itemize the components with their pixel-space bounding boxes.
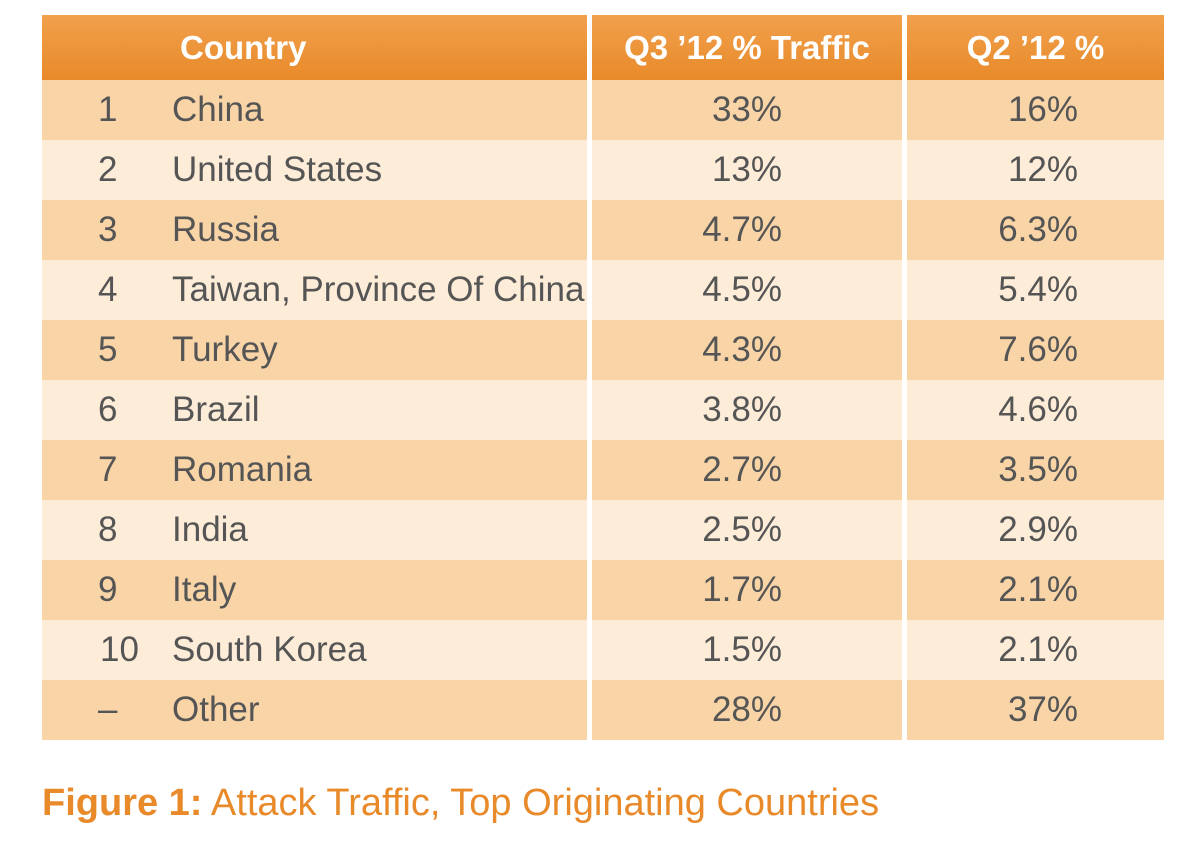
table-row: 10 South Korea 1.5% 2.1%: [42, 620, 1164, 680]
q3-traffic-cell: 4.5%: [592, 260, 907, 320]
table-row: 1 China 33% 16%: [42, 80, 1164, 140]
q2-traffic-cell: 5.4%: [907, 260, 1164, 320]
country-name: Italy: [172, 570, 237, 609]
country-cell: 6 Brazil: [42, 380, 592, 440]
q2-traffic-cell: 2.1%: [907, 620, 1164, 680]
rank-label: 4: [98, 270, 118, 309]
table-body: 1 China 33% 16% 2 United States 13% 12% 3 Russia 4…: [42, 80, 1164, 740]
country-name: Brazil: [172, 390, 260, 429]
table-row: 5 Turkey 4.3% 7.6%: [42, 320, 1164, 380]
table-row: 8 India 2.5% 2.9%: [42, 500, 1164, 560]
rank-label: 9: [98, 570, 118, 609]
q3-traffic-cell: 1.5%: [592, 620, 907, 680]
rank-label: 7: [98, 450, 118, 489]
q3-traffic-cell: 1.7%: [592, 560, 907, 620]
table-row: – Other 28% 37%: [42, 680, 1164, 740]
figure-caption: Figure 1: Attack Traffic, Top Originatin…: [42, 782, 879, 825]
header-q3-traffic: Q3 ’12 % Traffic: [592, 15, 907, 80]
q3-traffic-cell: 4.7%: [592, 200, 907, 260]
country-cell: 9 Italy: [42, 560, 592, 620]
rank-label: 3: [98, 210, 118, 249]
q2-traffic-cell: 6.3%: [907, 200, 1164, 260]
q2-traffic-cell: 2.1%: [907, 560, 1164, 620]
q3-traffic-cell: 3.8%: [592, 380, 907, 440]
country-cell: 1 China: [42, 80, 592, 140]
table-row: 2 United States 13% 12%: [42, 140, 1164, 200]
q2-traffic-cell: 2.9%: [907, 500, 1164, 560]
table-row: 7 Romania 2.7% 3.5%: [42, 440, 1164, 500]
q3-traffic-cell: 4.3%: [592, 320, 907, 380]
rank-label: –: [98, 690, 118, 729]
country-cell: 7 Romania: [42, 440, 592, 500]
country-name: United States: [172, 150, 383, 189]
rank-label: 5: [98, 330, 118, 369]
q2-traffic-cell: 4.6%: [907, 380, 1164, 440]
country-cell: 10 South Korea: [42, 620, 592, 680]
q2-traffic-cell: 7.6%: [907, 320, 1164, 380]
q3-traffic-cell: 2.7%: [592, 440, 907, 500]
q2-traffic-cell: 16%: [907, 80, 1164, 140]
country-name: Other: [172, 690, 260, 729]
rank-label: 6: [98, 390, 118, 429]
rank-label: 2: [98, 150, 118, 189]
table-row: 6 Brazil 3.8% 4.6%: [42, 380, 1164, 440]
rank-label: 10: [100, 630, 139, 669]
q3-traffic-cell: 13%: [592, 140, 907, 200]
q3-traffic-cell: 2.5%: [592, 500, 907, 560]
country-cell: 8 India: [42, 500, 592, 560]
header-country: Country: [42, 15, 592, 80]
country-name: South Korea: [172, 630, 367, 669]
country-name: Turkey: [172, 330, 278, 369]
q3-traffic-cell: 28%: [592, 680, 907, 740]
country-cell: – Other: [42, 680, 592, 740]
traffic-table: Country Q3 ’12 % Traffic Q2 ’12 % 1 China…: [42, 15, 1164, 740]
country-cell: 3 Russia: [42, 200, 592, 260]
caption-text: Attack Traffic, Top Originating Countrie…: [202, 782, 880, 824]
q2-traffic-cell: 12%: [907, 140, 1164, 200]
country-name: Taiwan, Province Of China: [172, 270, 585, 309]
country-cell: 5 Turkey: [42, 320, 592, 380]
table-row: 4 Taiwan, Province Of China 4.5% 5.4%: [42, 260, 1164, 320]
table-header-row: Country Q3 ’12 % Traffic Q2 ’12 %: [42, 15, 1164, 80]
country-name: India: [172, 510, 248, 549]
q2-traffic-cell: 3.5%: [907, 440, 1164, 500]
country-name: Russia: [172, 210, 279, 249]
country-name: Romania: [172, 450, 313, 489]
rank-label: 1: [98, 90, 118, 129]
header-q2-traffic: Q2 ’12 %: [907, 15, 1164, 80]
table-row: 9 Italy 1.7% 2.1%: [42, 560, 1164, 620]
caption-lead: Figure 1:: [42, 782, 203, 824]
country-cell: 4 Taiwan, Province Of China: [42, 260, 592, 320]
table-row: 3 Russia 4.7% 6.3%: [42, 200, 1164, 260]
country-name: China: [172, 90, 264, 129]
rank-label: 8: [98, 510, 118, 549]
q2-traffic-cell: 37%: [907, 680, 1164, 740]
country-cell: 2 United States: [42, 140, 592, 200]
q3-traffic-cell: 33%: [592, 80, 907, 140]
